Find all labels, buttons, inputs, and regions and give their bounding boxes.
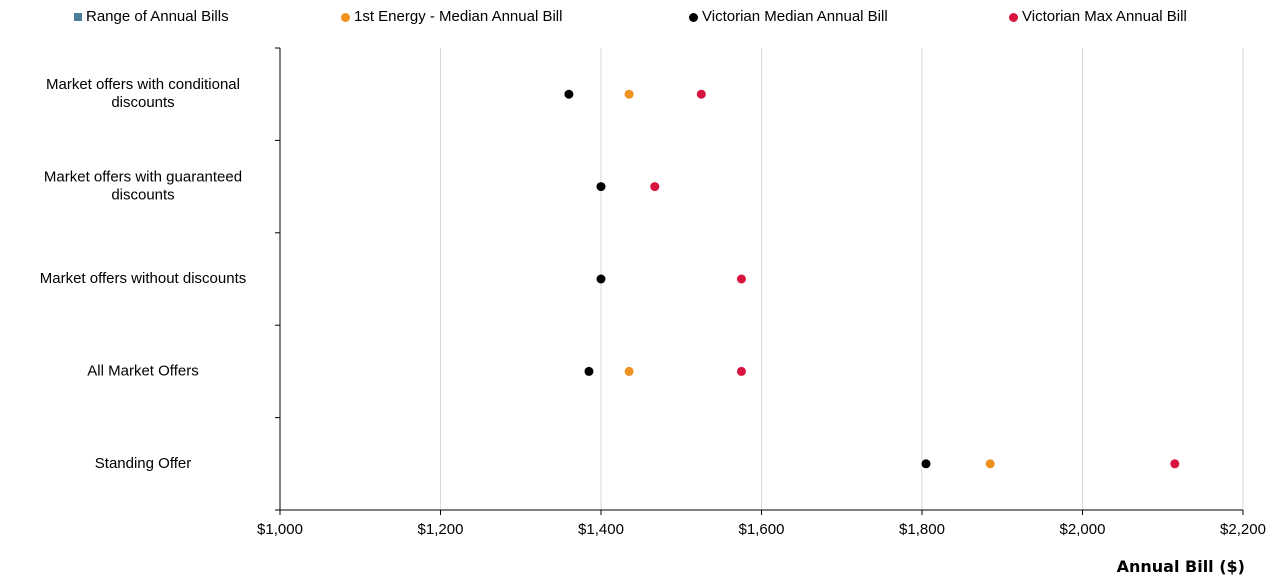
category-label-line: discounts — [111, 94, 174, 111]
category-label: All Market Offers — [87, 362, 198, 379]
legend-label: Victorian Max Annual Bill — [1022, 8, 1187, 25]
legend-marker-2 — [689, 12, 698, 22]
data-point — [624, 366, 634, 376]
x-tick-label: $2,000 — [1060, 521, 1106, 538]
axes — [275, 47, 1244, 515]
legend-label: 1st Energy - Median Annual Bill — [354, 8, 563, 25]
legend-item-2: Victorian Median Annual Bill — [689, 8, 888, 26]
x-tick-label: $1,600 — [739, 521, 785, 538]
data-points — [564, 89, 1180, 469]
category-label: Market offers without discounts — [40, 270, 246, 287]
x-tick-label: $1,400 — [578, 521, 624, 538]
data-point — [650, 182, 660, 192]
data-point — [921, 459, 931, 469]
data-point — [696, 89, 706, 99]
x-tick-label: $1,200 — [418, 521, 464, 538]
category-label-line: All Market Offers — [87, 362, 198, 379]
x-axis-title: Annual Bill ($) — [1117, 557, 1245, 576]
category-label-line: Market offers with guaranteed — [44, 169, 242, 186]
x-tick-label: $2,200 — [1220, 521, 1266, 538]
legend-marker-1 — [341, 12, 350, 22]
category-label-line: discounts — [111, 187, 174, 204]
legend-label: Victorian Median Annual Bill — [702, 8, 888, 25]
x-tick-label: $1,800 — [899, 521, 945, 538]
category-label-line: Market offers without discounts — [40, 270, 246, 287]
category-label: Market offers with conditional discounts — [46, 76, 240, 111]
legend-item-1: 1st Energy - Median Annual Bill — [341, 8, 562, 26]
data-point — [564, 89, 574, 99]
category-label: Standing Offer — [95, 455, 191, 472]
data-point — [596, 274, 606, 284]
x-tick-label: $1,000 — [257, 521, 303, 538]
category-label-line: Market offers with conditional — [46, 76, 240, 93]
data-point — [736, 366, 746, 376]
x-tick-labels: $1,000 $1,200 $1,400 $1,600 $1,800 $2,000 $2,2… — [257, 521, 1266, 538]
data-point — [584, 366, 594, 376]
data-point — [596, 182, 606, 192]
legend-item-3: Victorian Max Annual Bill — [1009, 8, 1187, 26]
data-point — [1170, 459, 1180, 469]
category-label-line: Standing Offer — [95, 455, 191, 472]
legend-item-0: Range of Annual Bills — [74, 8, 229, 26]
legend-marker-0 — [74, 13, 82, 21]
grid-lines — [440, 48, 1244, 510]
data-point — [624, 89, 634, 99]
legend-marker-3 — [1009, 12, 1018, 22]
category-labels: Market offers with conditional discountsM… — [40, 76, 246, 472]
legend-label: Range of Annual Bills — [86, 8, 229, 25]
chart-legend: Range of Annual Bills 1st Energy - Median… — [0, 0, 1284, 34]
data-point — [736, 274, 746, 284]
category-label: Market offers with guaranteed discounts — [44, 169, 242, 204]
data-point — [985, 459, 995, 469]
